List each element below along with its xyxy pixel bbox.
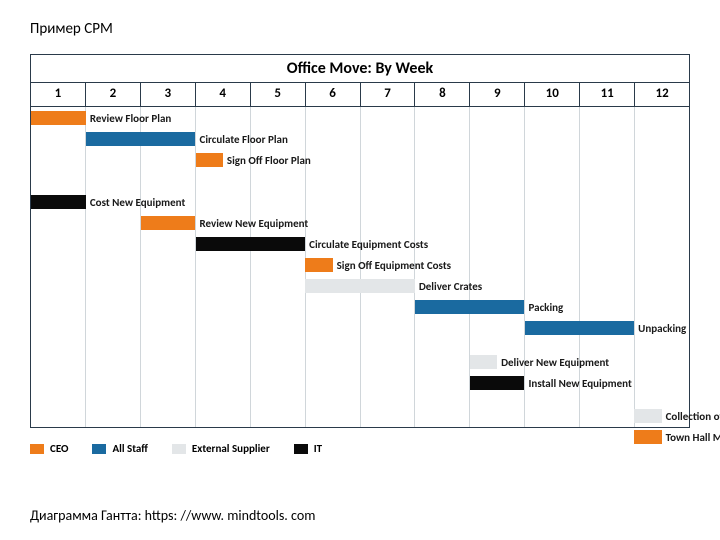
task-bar [634, 430, 661, 444]
task-row: Install New Equipment [31, 376, 689, 390]
task-label: Deliver New Equipment [501, 356, 609, 369]
task-label: Town Hall Meeting [666, 431, 720, 444]
week-cell: 3 [141, 83, 196, 106]
week-cell: 9 [470, 83, 525, 106]
task-row: Town Hall Meeting [31, 430, 689, 444]
task-bar [305, 279, 415, 293]
page-title: Пример CPM [30, 20, 690, 38]
task-row: Circulate Floor Plan [31, 132, 689, 146]
task-row: Deliver New Equipment [31, 355, 689, 369]
task-bar [86, 132, 196, 146]
task-label: Circulate Floor Plan [200, 133, 288, 146]
task-row: Packing [31, 300, 689, 314]
legend-swatch [294, 444, 308, 454]
chart-grid: Review Floor Plan Circulate Floor Plan Sig… [31, 107, 689, 427]
week-cell: 7 [361, 83, 416, 106]
gantt-chart: Office Move: By Week 123456789101112 Rev… [30, 54, 690, 428]
week-cell: 11 [580, 83, 635, 106]
task-label: Review Floor Plan [90, 112, 171, 125]
footer-text: Диаграмма Гантта: https: //www. mindtool… [30, 507, 315, 524]
task-label: Review New Equipment [200, 217, 309, 230]
task-label: Collection of Crates [666, 410, 720, 423]
task-row: Collection of Crates [31, 409, 689, 423]
legend-swatch [92, 444, 106, 454]
week-cell: 12 [635, 83, 689, 106]
task-bar [634, 409, 661, 423]
task-label: Install New Equipment [529, 377, 632, 390]
chart-title: Office Move: By Week [31, 55, 689, 83]
task-label: Cost New Equipment [90, 196, 185, 209]
week-cell: 10 [525, 83, 580, 106]
task-bar [305, 258, 332, 272]
week-cell: 2 [86, 83, 141, 106]
week-cell: 8 [415, 83, 470, 106]
week-cell: 4 [196, 83, 251, 106]
task-label: Circulate Equipment Costs [309, 238, 428, 251]
task-row: Cost New Equipment [31, 195, 689, 209]
task-row: Sign Off Floor Plan [31, 153, 689, 167]
task-bar [470, 376, 525, 390]
task-row: Review New Equipment [31, 216, 689, 230]
task-bar [525, 321, 635, 335]
week-cell: 1 [31, 83, 86, 106]
task-row: Circulate Equipment Costs [31, 237, 689, 251]
task-label: Packing [529, 301, 564, 314]
task-bar [31, 195, 86, 209]
week-cell: 6 [306, 83, 361, 106]
task-label: Sign Off Equipment Costs [337, 259, 451, 272]
legend-swatch [172, 444, 186, 454]
week-cell: 5 [251, 83, 306, 106]
task-bar [196, 153, 223, 167]
task-bar [470, 355, 497, 369]
task-row: Deliver Crates [31, 279, 689, 293]
task-bar [196, 237, 306, 251]
task-row: Unpacking [31, 321, 689, 335]
task-bar [141, 216, 196, 230]
task-bar [415, 300, 525, 314]
task-row: Review Floor Plan [31, 111, 689, 125]
task-bar [31, 111, 86, 125]
weeks-header: 123456789101112 [31, 83, 689, 107]
legend-swatch [30, 444, 44, 454]
task-label: Unpacking [638, 322, 686, 335]
task-label: Sign Off Floor Plan [227, 154, 311, 167]
task-label: Deliver Crates [419, 280, 482, 293]
task-row: Sign Off Equipment Costs [31, 258, 689, 272]
